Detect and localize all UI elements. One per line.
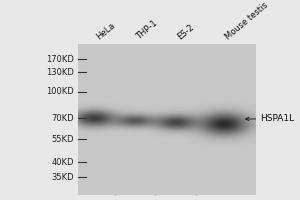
Text: HeLa: HeLa bbox=[94, 21, 116, 41]
Text: 70KD: 70KD bbox=[51, 114, 74, 123]
Text: THP-1: THP-1 bbox=[135, 18, 160, 41]
Text: HSPA1L: HSPA1L bbox=[260, 114, 294, 123]
Text: Mouse testis: Mouse testis bbox=[224, 0, 270, 41]
Bar bbox=[78, 44, 256, 195]
Text: ES-2: ES-2 bbox=[176, 22, 196, 41]
Text: 170KD: 170KD bbox=[46, 55, 74, 64]
Text: 40KD: 40KD bbox=[52, 158, 74, 167]
Text: 130KD: 130KD bbox=[46, 68, 74, 77]
Text: 35KD: 35KD bbox=[51, 173, 74, 182]
Text: 55KD: 55KD bbox=[52, 135, 74, 144]
Text: 100KD: 100KD bbox=[46, 87, 74, 96]
